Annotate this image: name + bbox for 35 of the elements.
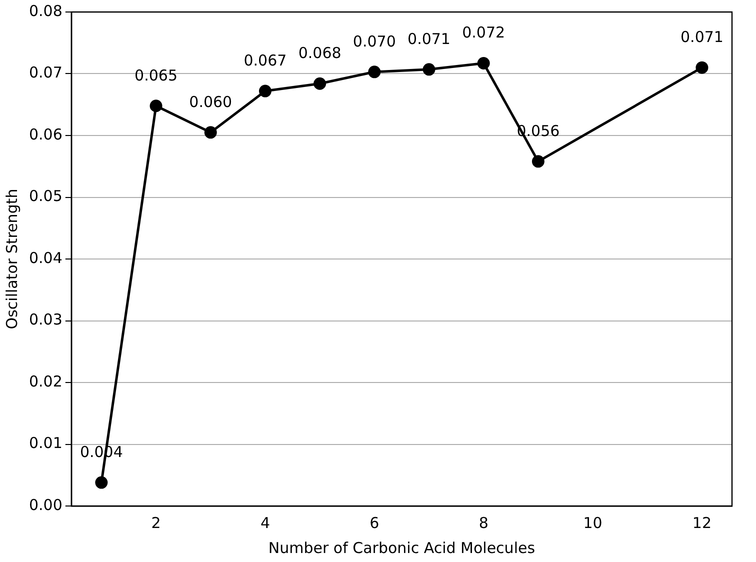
y-tick-label: 0.03 [28, 310, 62, 329]
x-tick-label: 12 [692, 514, 712, 532]
x-axis-title: Number of Carbonic Acid Molecules [268, 538, 536, 557]
y-tick-label: 0.05 [28, 187, 62, 206]
data-label: 0.065 [134, 66, 178, 84]
point [95, 476, 108, 489]
point [422, 63, 436, 76]
data-label: 0.060 [189, 92, 232, 111]
point [477, 57, 490, 70]
data-label: 0.072 [462, 24, 506, 42]
data-label: 0.068 [298, 44, 342, 62]
data-label: 0.067 [244, 51, 287, 70]
y-tick-label: 0.02 [28, 372, 62, 390]
point [314, 77, 326, 90]
y-tick-label: 0.01 [28, 434, 62, 452]
point [150, 100, 162, 112]
point [258, 84, 272, 98]
x-tick-label: 8 [478, 514, 488, 532]
x-tick-label: 10 [583, 514, 602, 532]
point [368, 66, 381, 78]
point [204, 126, 217, 139]
y-tick-label: 0.07 [28, 64, 62, 82]
data-label: 0.071 [680, 28, 724, 46]
x-tick-label: 6 [370, 514, 380, 532]
y-axis-title: Oscillator Strength [2, 188, 21, 330]
y-tick-label: 0.06 [28, 125, 62, 144]
data-label: 0.070 [352, 32, 396, 50]
x-tick-label: 2 [151, 514, 161, 532]
y-tick-label: 0.04 [28, 248, 62, 267]
y-tick-label: 0.08 [28, 2, 62, 20]
point [532, 155, 544, 168]
x-tick-label: 4 [260, 514, 270, 532]
y-tick-label: 0.00 [28, 496, 62, 514]
point [696, 61, 708, 74]
data-label: 0.071 [408, 30, 450, 48]
